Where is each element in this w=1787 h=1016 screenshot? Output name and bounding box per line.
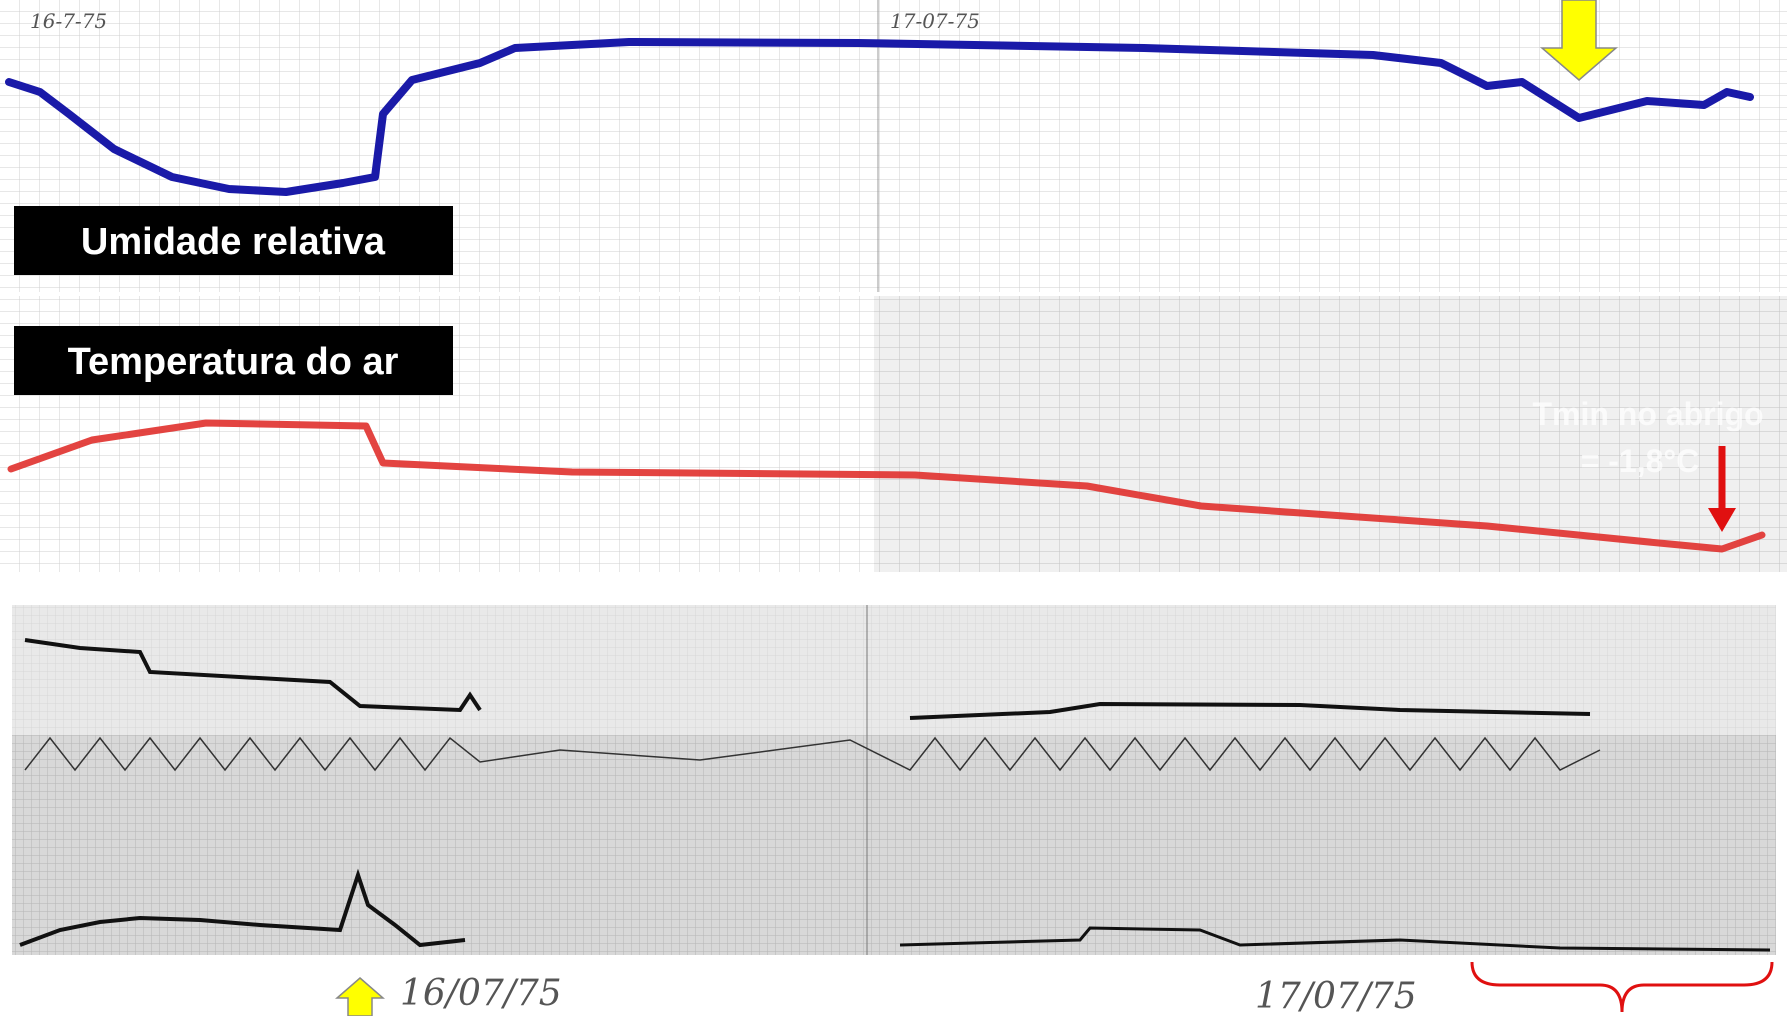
annotation: = -1,8°C: [1581, 443, 1700, 479]
date-note: 16-7-75: [30, 9, 107, 33]
date-note: 17-07-75: [890, 9, 980, 33]
annotation: Tmin no abrigo: [1532, 396, 1763, 432]
humidity-label: Umidade relativa: [81, 221, 386, 263]
slide: 16-7-75 17-07-75 Umidade relativa Temper…: [0, 0, 1787, 1016]
chart-shade: [874, 296, 1787, 572]
page: {"panels":{"humidity":{"label":"Umidade …: [0, 0, 1787, 1016]
recorder-band: [12, 605, 1776, 735]
temperature-label: Temperatura do ar: [68, 341, 399, 383]
yellow-arrow: [337, 978, 383, 1016]
date: 16/07/75: [400, 973, 562, 1014]
date: 17/07/75: [1255, 976, 1417, 1016]
red-brace: [1472, 962, 1772, 1012]
